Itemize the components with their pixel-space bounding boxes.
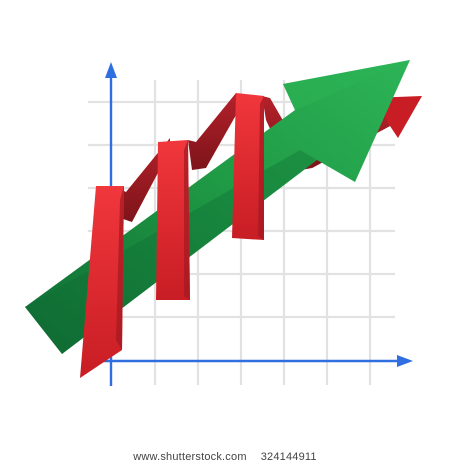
watermark-band xyxy=(0,444,450,470)
red-ribbon-shadows xyxy=(116,96,264,350)
watermark: www.shutterstock.com 324144911 xyxy=(0,451,450,463)
green-arrow xyxy=(25,60,410,354)
watermark-site: www.shutterstock.com xyxy=(133,451,247,463)
red-ribbon-front xyxy=(80,93,264,378)
watermark-image-number: 324144911 xyxy=(260,451,317,463)
